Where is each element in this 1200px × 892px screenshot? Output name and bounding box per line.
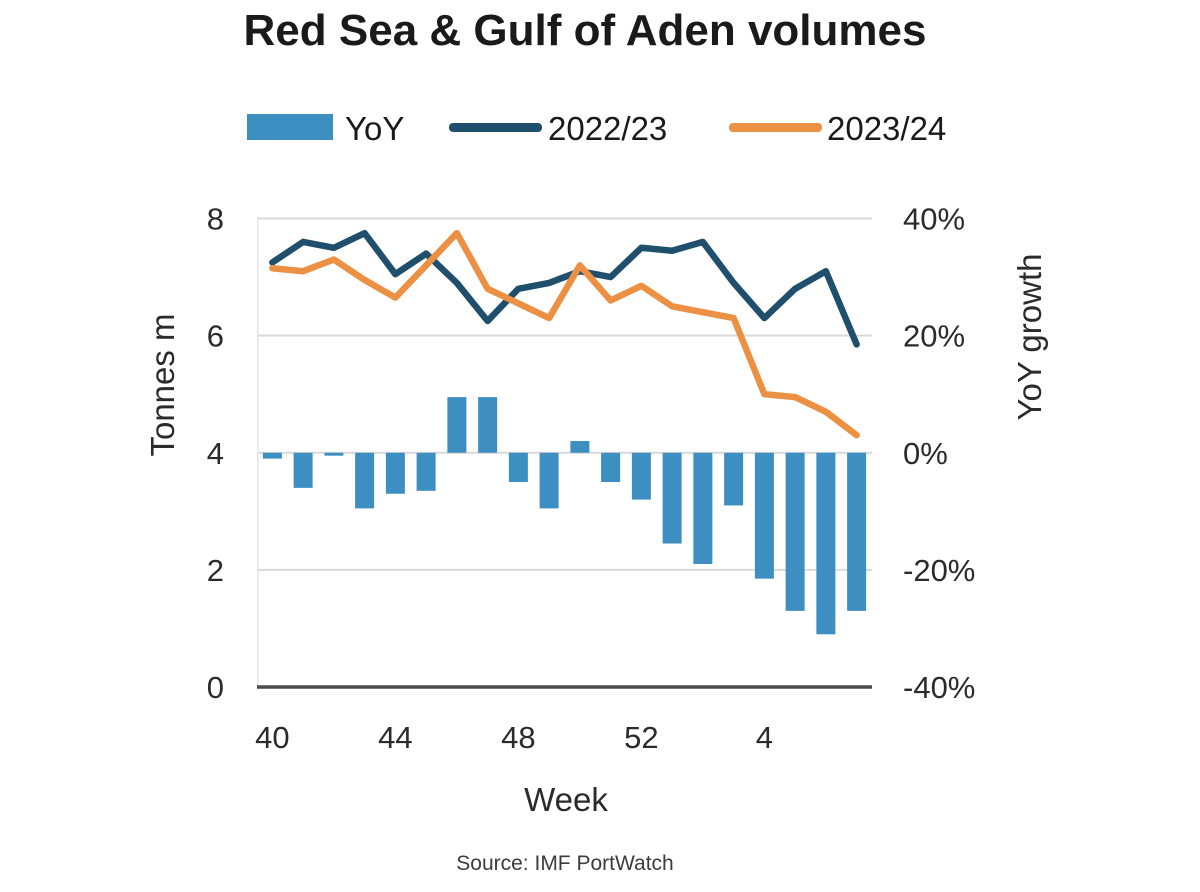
- x-axis-title: Week: [524, 781, 608, 818]
- line-2022-23: [269, 229, 860, 348]
- yoy-bar: [539, 452, 559, 509]
- yoy-bar: [447, 397, 467, 453]
- y-right-tick-label: 40%: [903, 202, 965, 237]
- y-right-tick-label: -20%: [903, 553, 975, 588]
- legend-label-yoy: YoY: [345, 110, 405, 147]
- y-left-axis-title: Tonnes m: [144, 313, 181, 457]
- x-tick-label: 48: [501, 720, 535, 755]
- yoy-bar: [693, 452, 713, 565]
- legend-swatch-2023-24-line: [729, 123, 822, 132]
- legend-label-2022-23: 2022/23: [548, 110, 668, 147]
- y-left-tick-label: 6: [207, 319, 224, 354]
- yoy-bar: [785, 452, 805, 611]
- source-label: Source: IMF PortWatch: [456, 852, 674, 875]
- y-right-axis-title: YoY growth: [1011, 253, 1048, 421]
- y-right-tick-label: 20%: [903, 319, 965, 354]
- yoy-bar: [293, 452, 313, 488]
- legend-swatch-yoy-bar: [247, 114, 333, 140]
- yoy-bar: [631, 452, 651, 500]
- y-left-tick-label: 0: [207, 670, 224, 705]
- y-right-tick-label: -40%: [903, 670, 975, 705]
- x-tick-label: 44: [378, 720, 412, 755]
- yoy-bar: [262, 452, 282, 459]
- y-left-tick-label: 4: [207, 436, 224, 471]
- yoy-bar: [816, 452, 836, 635]
- legend-swatch-2022-23-line: [449, 123, 542, 132]
- line-2023-24: [269, 229, 860, 439]
- x-tick-label: 4: [756, 720, 773, 755]
- yoy-bar: [508, 452, 528, 483]
- yoy-bar: [478, 397, 498, 453]
- y-left-tick-label: 2: [207, 553, 224, 588]
- chart-title: Red Sea & Gulf of Aden volumes: [243, 6, 927, 55]
- yoy-bar: [601, 452, 621, 483]
- y-left-tick-label: 8: [207, 202, 224, 237]
- x-tick-label: 52: [624, 720, 658, 755]
- yoy-bar: [724, 452, 744, 506]
- yoy-bar: [416, 452, 436, 491]
- yoy-bar: [570, 441, 590, 453]
- yoy-bar: [847, 452, 867, 611]
- yoy-bar: [754, 452, 774, 579]
- y-right-tick-label: 0%: [903, 436, 948, 471]
- yoy-bar: [355, 452, 375, 509]
- yoy-bar: [324, 452, 344, 456]
- legend-label-2023-24: 2023/24: [827, 110, 947, 147]
- x-tick-label: 40: [255, 720, 289, 755]
- yoy-bar: [385, 452, 405, 494]
- yoy-bar: [662, 452, 682, 544]
